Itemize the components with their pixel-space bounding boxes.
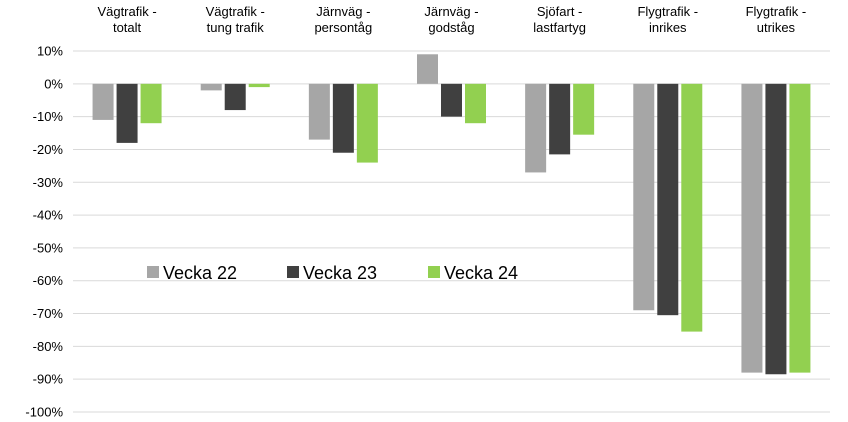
bar-vecka-22 — [417, 54, 438, 84]
bar-vecka-23 — [332, 83, 354, 153]
category-label: totalt — [113, 20, 142, 35]
legend-swatch-vecka-23 — [287, 266, 299, 278]
y-tick-label: -40% — [33, 208, 64, 223]
bar-vecka-22 — [308, 83, 330, 140]
bar-vecka-22 — [525, 83, 547, 173]
bar-vecka-24 — [681, 83, 703, 332]
category-label: Vägtrafik - — [206, 4, 265, 19]
gridlines — [73, 50, 830, 413]
bars — [92, 54, 811, 375]
y-tick-label: -30% — [33, 175, 64, 190]
y-tick-label: 10% — [37, 44, 63, 59]
legend-swatch-vecka-24 — [428, 266, 440, 278]
bar-vecka-23 — [441, 83, 462, 117]
bar-vecka-23 — [224, 83, 246, 111]
y-tick-label: -10% — [33, 109, 64, 124]
category-label: Flygtrafik - — [746, 4, 807, 19]
bar-vecka-23 — [116, 83, 138, 143]
y-tick-label: 0% — [44, 76, 63, 91]
bar-vecka-23 — [657, 83, 679, 316]
category-label: Vägtrafik - — [97, 4, 156, 19]
category-label: Järnväg - — [316, 4, 370, 19]
bar-vecka-23 — [549, 83, 571, 155]
bar-vecka-24 — [356, 83, 378, 163]
bar-vecka-23 — [765, 83, 787, 375]
category-label: godståg — [428, 20, 474, 35]
bar-vecka-24 — [573, 83, 595, 135]
category-label: inrikes — [649, 20, 687, 35]
bar-vecka-22 — [200, 83, 222, 91]
bar-vecka-24 — [140, 83, 162, 124]
category-label: persontåg — [314, 20, 372, 35]
category-label: Järnväg - — [424, 4, 478, 19]
y-tick-label: -50% — [33, 240, 64, 255]
y-axis: 10% 0% -10% -20% -30% -40% -50% -60% -70% -80% -90… — [25, 44, 63, 420]
category-label: Sjöfart - — [537, 4, 583, 19]
legend-swatch-vecka-22 — [147, 266, 159, 278]
bar-vecka-24 — [465, 83, 486, 124]
category-label: utrikes — [757, 20, 796, 35]
bar-vecka-24 — [789, 83, 811, 373]
category-label: tung trafik — [207, 20, 265, 35]
y-tick-label: -20% — [33, 142, 64, 157]
category-label: lastfartyg — [533, 20, 586, 35]
category-label: Flygtrafik - — [637, 4, 698, 19]
y-tick-label: -90% — [33, 372, 64, 387]
legend: Vecka 22 Vecka 23 Vecka 24 — [147, 263, 518, 283]
bar-vecka-22 — [633, 83, 655, 311]
legend-label: Vecka 23 — [303, 263, 377, 283]
y-tick-label: -80% — [33, 339, 64, 354]
y-tick-label: -70% — [33, 306, 64, 321]
y-tick-label: -100% — [25, 405, 63, 420]
y-tick-label: -60% — [33, 273, 64, 288]
bar-vecka-22 — [741, 83, 763, 373]
legend-label: Vecka 24 — [444, 263, 518, 283]
bar-vecka-22 — [92, 83, 114, 120]
legend-label: Vecka 22 — [163, 263, 237, 283]
bar-vecka-24 — [248, 83, 270, 88]
